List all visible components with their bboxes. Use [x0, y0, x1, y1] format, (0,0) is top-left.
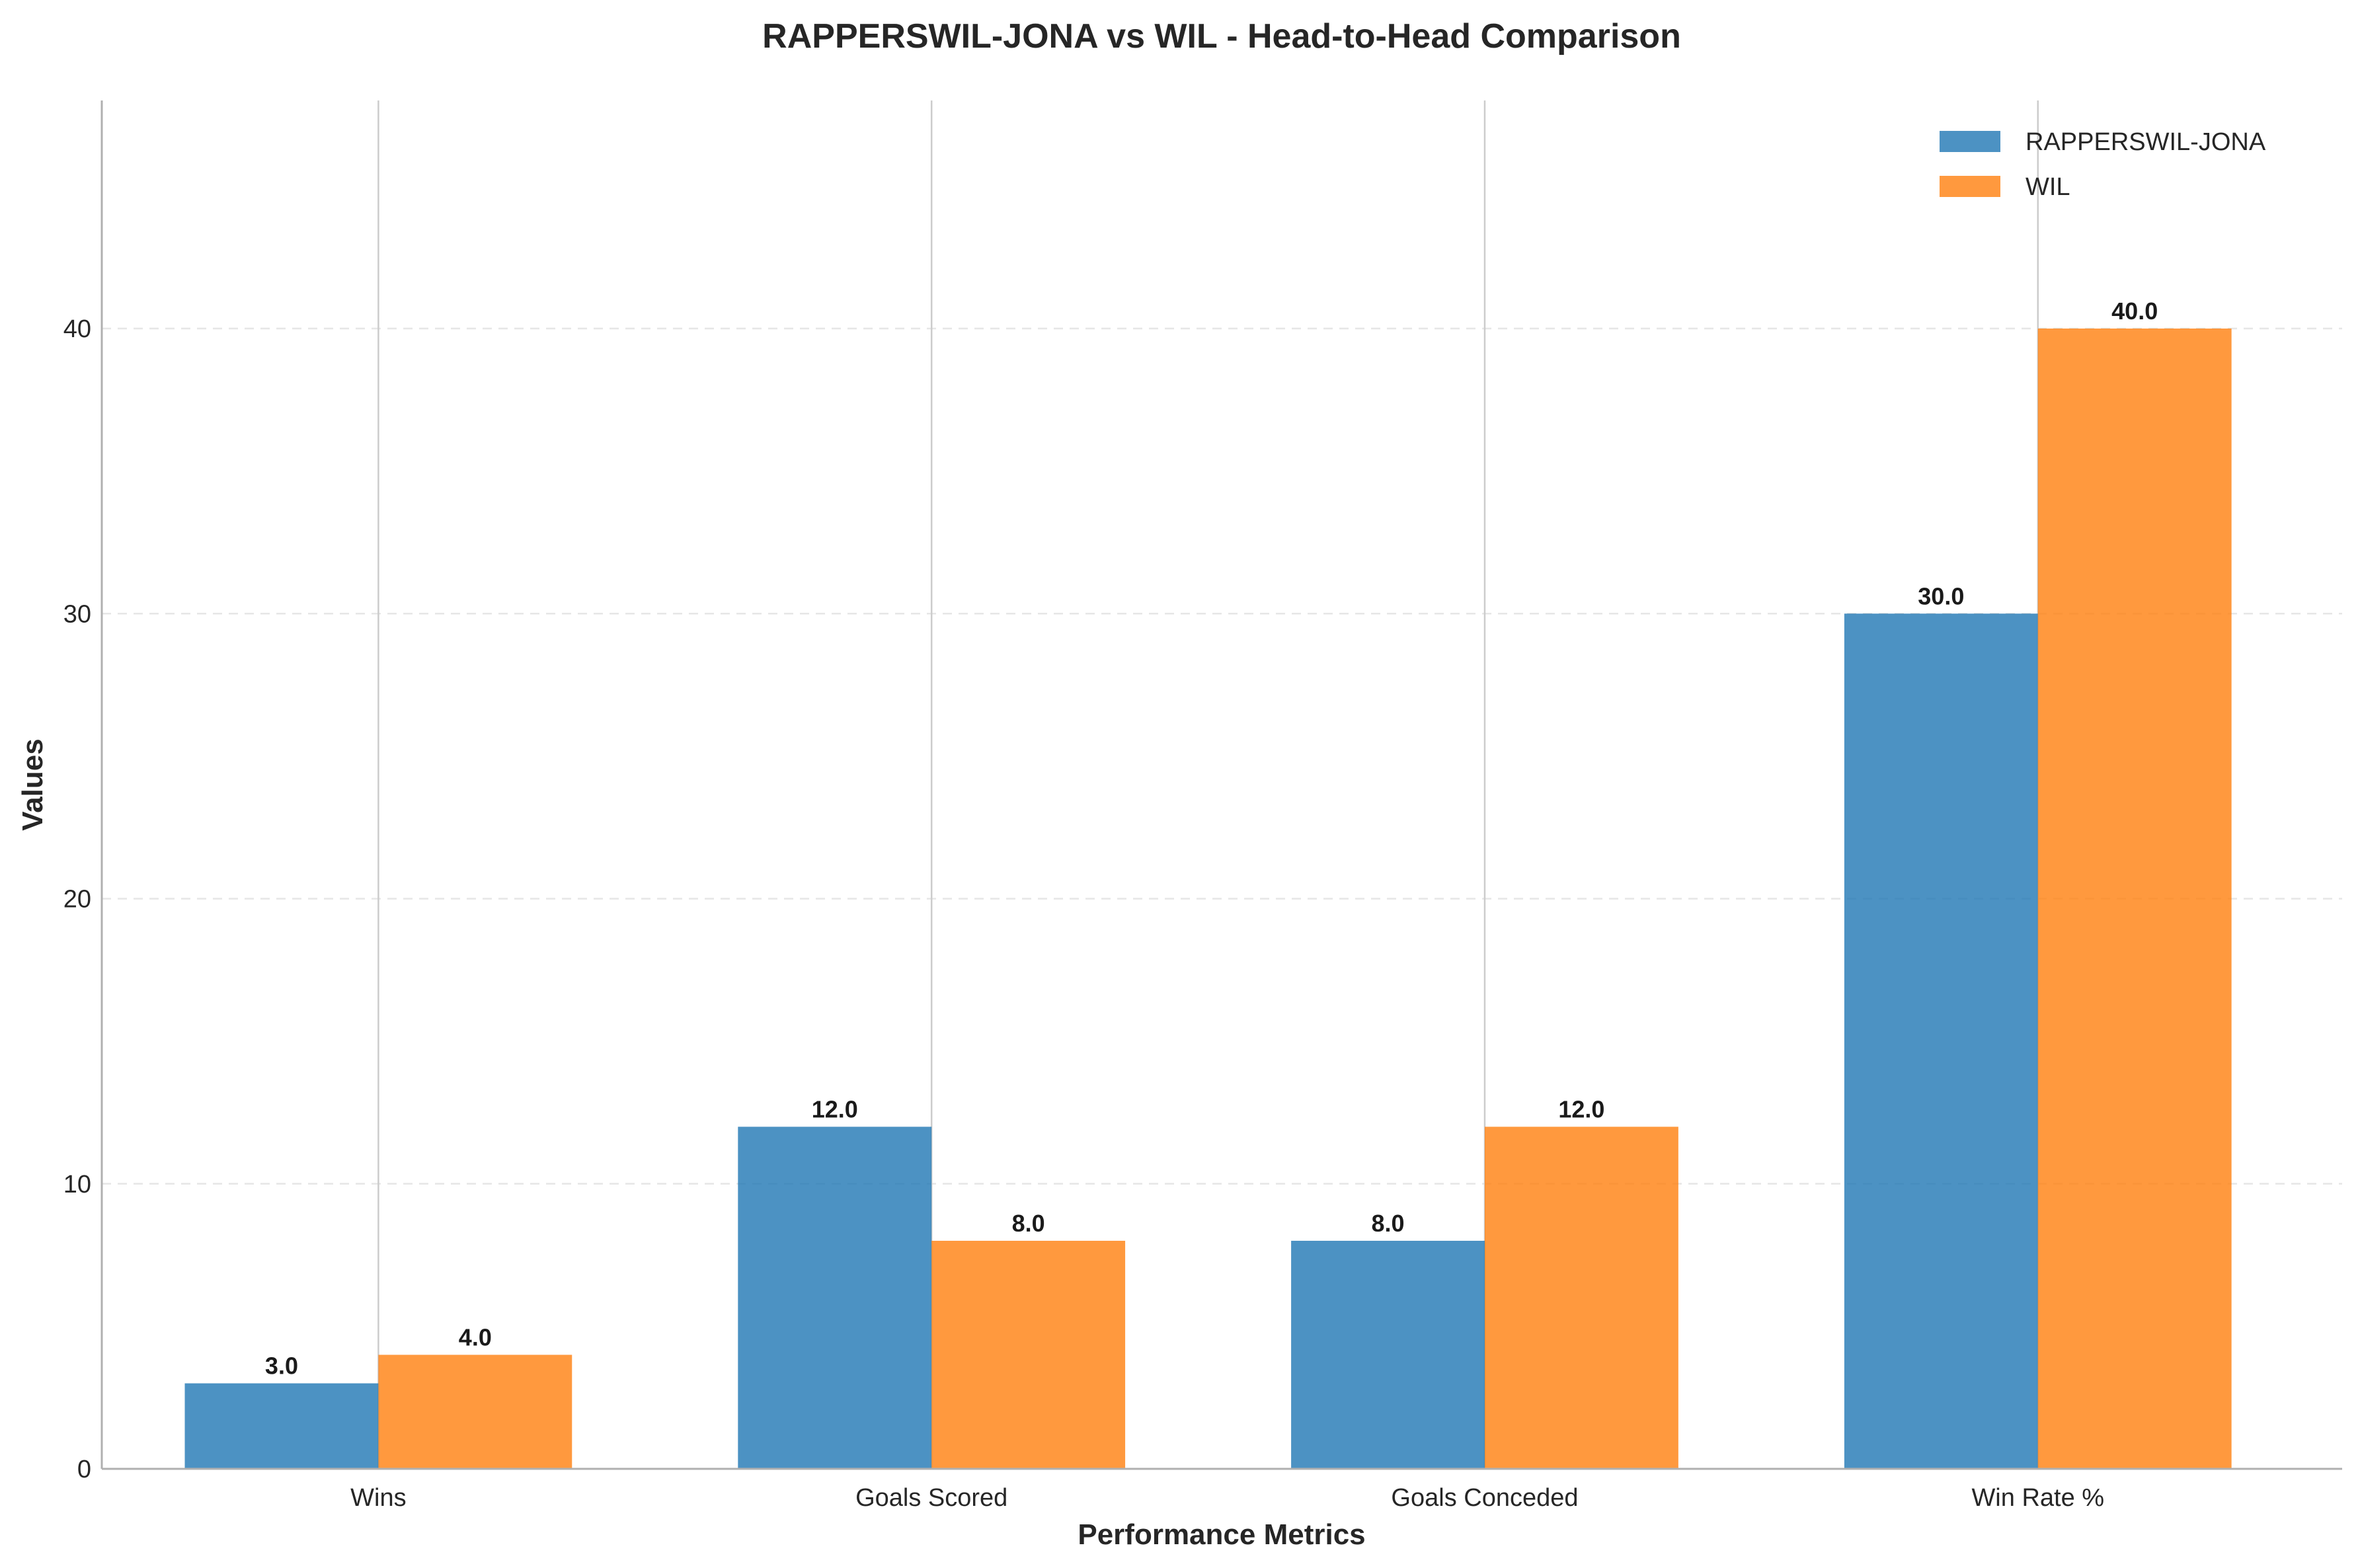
y-tick-label: 0	[77, 1456, 91, 1483]
y-tick-label: 10	[63, 1171, 91, 1198]
x-axis-label: Performance Metrics	[1078, 1518, 1365, 1551]
bar-wil-goals-scored	[931, 1241, 1126, 1469]
x-tick-label: Goals Conceded	[1391, 1484, 1578, 1512]
bar-value-label: 40.0	[2111, 297, 2158, 325]
bar-value-label: 3.0	[265, 1352, 298, 1380]
bar-value-labels: 3.0 12.0 8.0 30.0 4.0 8.0 12.0 40.0	[265, 297, 2158, 1380]
legend-label: WIL	[2026, 173, 2070, 201]
bar-rapperswil-jona-win-rate-	[1844, 613, 2038, 1469]
bar-wil-win-rate-	[2037, 329, 2232, 1469]
bar-value-label: 8.0	[1012, 1210, 1045, 1237]
bar-value-label: 12.0	[1558, 1096, 1604, 1123]
y-tick-label: 30	[63, 600, 91, 628]
bar-value-label: 12.0	[812, 1096, 858, 1123]
x-tick-label: Wins	[350, 1484, 406, 1512]
bar-rapperswil-jona-wins	[184, 1383, 379, 1469]
y-axis-label: Values	[17, 738, 49, 830]
bar-rapperswil-jona-goals-conceded	[1291, 1241, 1485, 1469]
bar-value-label: 30.0	[1918, 582, 1964, 609]
x-tick-label: Goals Scored	[855, 1484, 1007, 1512]
axes	[100, 100, 2342, 1470]
y-tick-label: 20	[63, 886, 91, 914]
bars	[184, 329, 2232, 1469]
legend-swatch	[1940, 131, 2000, 152]
y-tick-label: 40	[63, 315, 91, 343]
bar-wil-goals-conceded	[1484, 1126, 1678, 1469]
tick-labels: 0 10 20 30 40 Wins Goals Scored Goals Conceded W…	[63, 315, 2104, 1512]
chart-title: RAPPERSWIL-JONA vs WIL - Head-to-Head Co…	[762, 17, 1681, 56]
bar-value-label: 4.0	[459, 1324, 492, 1351]
legend-swatch	[1940, 176, 2000, 197]
bar-value-label: 8.0	[1372, 1210, 1405, 1237]
bar-rapperswil-jona-goals-scored	[738, 1126, 932, 1469]
bar-wil-wins	[378, 1354, 572, 1469]
legend: RAPPERSWIL-JONA WIL	[1940, 128, 2266, 201]
legend-label: RAPPERSWIL-JONA	[2026, 128, 2266, 156]
x-tick-label: Win Rate %	[1971, 1484, 2104, 1512]
